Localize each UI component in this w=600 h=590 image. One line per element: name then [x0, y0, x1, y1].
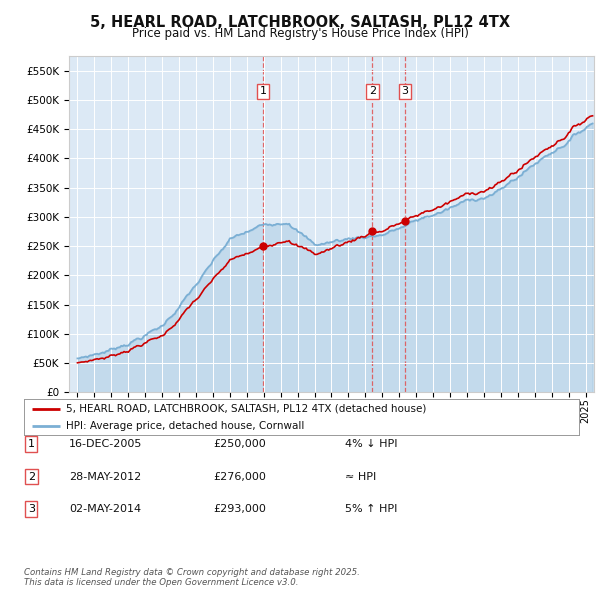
Text: 5% ↑ HPI: 5% ↑ HPI — [345, 504, 397, 514]
Text: 1: 1 — [260, 86, 266, 96]
Text: 3: 3 — [28, 504, 35, 514]
Text: 4% ↓ HPI: 4% ↓ HPI — [345, 440, 398, 449]
Text: 5, HEARL ROAD, LATCHBROOK, SALTASH, PL12 4TX (detached house): 5, HEARL ROAD, LATCHBROOK, SALTASH, PL12… — [65, 404, 426, 414]
Text: Contains HM Land Registry data © Crown copyright and database right 2025.
This d: Contains HM Land Registry data © Crown c… — [24, 568, 360, 587]
Text: £293,000: £293,000 — [213, 504, 266, 514]
Text: £250,000: £250,000 — [213, 440, 266, 449]
Text: 1: 1 — [28, 440, 35, 449]
Text: Price paid vs. HM Land Registry's House Price Index (HPI): Price paid vs. HM Land Registry's House … — [131, 27, 469, 40]
Text: 16-DEC-2005: 16-DEC-2005 — [69, 440, 142, 449]
Text: 28-MAY-2012: 28-MAY-2012 — [69, 472, 141, 481]
Text: ≈ HPI: ≈ HPI — [345, 472, 376, 481]
Text: 02-MAY-2014: 02-MAY-2014 — [69, 504, 141, 514]
Text: 3: 3 — [401, 86, 409, 96]
Text: 2: 2 — [369, 86, 376, 96]
Text: 2: 2 — [28, 472, 35, 481]
Text: HPI: Average price, detached house, Cornwall: HPI: Average price, detached house, Corn… — [65, 421, 304, 431]
Text: 5, HEARL ROAD, LATCHBROOK, SALTASH, PL12 4TX: 5, HEARL ROAD, LATCHBROOK, SALTASH, PL12… — [90, 15, 510, 30]
Text: £276,000: £276,000 — [213, 472, 266, 481]
